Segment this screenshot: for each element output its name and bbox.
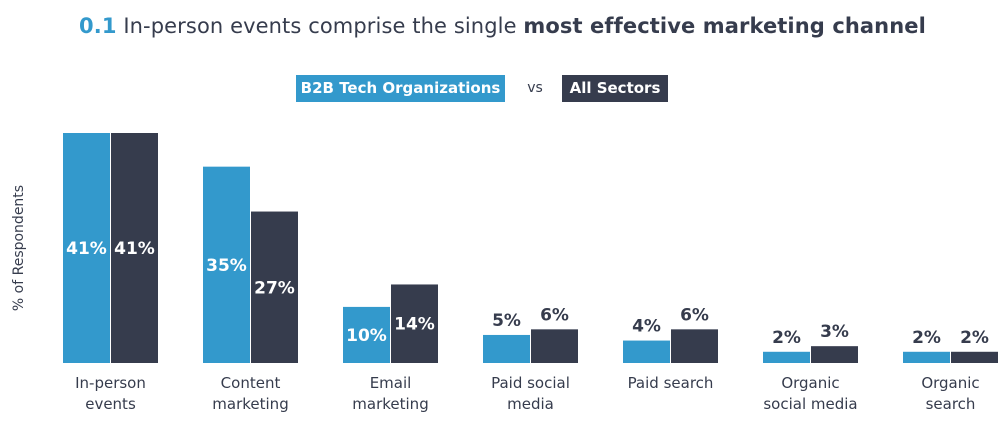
bar-b2b-2 [343,306,390,363]
bar-all-sectors-5 [811,346,858,363]
legend-vs: vs [527,80,543,96]
value-label-b2b-2: 10% [346,326,387,346]
value-label-all-sectors-5: 3% [820,322,849,342]
category-label-1: Content marketing [212,374,288,413]
value-label-b2b-0: 41% [66,239,107,259]
category-label-6: Organic search [921,374,979,413]
category-label-0: In-person events [75,374,146,413]
bar-b2b-5 [763,351,810,363]
chart-title: 0.1 In-person events comprise the single… [0,14,1005,38]
title-regular-text: In-person events comprise the single [123,14,517,38]
value-label-all-sectors-3: 6% [540,305,569,325]
category-label-5: Organic social media [763,374,857,413]
chart-number: 0.1 [79,14,117,38]
value-label-b2b-6: 2% [912,328,941,348]
value-label-b2b-3: 5% [492,311,521,331]
bar-all-sectors-3 [531,329,578,363]
category-label-3: Paid social media [491,374,570,413]
value-label-all-sectors-6: 2% [960,328,989,348]
value-label-all-sectors-0: 41% [114,239,155,259]
bar-all-sectors-4 [671,329,718,363]
bar-b2b-1 [203,166,250,363]
bar-b2b-4 [623,340,670,363]
bar-all-sectors-0 [111,133,158,363]
bar-b2b-3 [483,334,530,363]
bar-all-sectors-6 [951,351,998,363]
bar-b2b-6 [903,351,950,363]
value-label-b2b-1: 35% [206,256,247,276]
value-label-all-sectors-4: 6% [680,305,709,325]
value-label-b2b-5: 2% [772,328,801,348]
value-label-all-sectors-2: 14% [394,315,435,335]
category-label-4: Paid search [628,374,714,392]
legend-b2b-tech: B2B Tech Organizations [296,75,505,102]
bar-all-sectors-1 [251,211,298,363]
title-bold-text: most effective marketing channel [523,14,926,38]
value-label-b2b-4: 4% [632,317,661,337]
category-label-2: Email marketing [352,374,428,413]
value-label-all-sectors-1: 27% [254,278,295,298]
bar-b2b-0 [63,133,110,363]
legend-all-sectors: All Sectors [562,75,668,102]
bar-all-sectors-2 [391,284,438,363]
